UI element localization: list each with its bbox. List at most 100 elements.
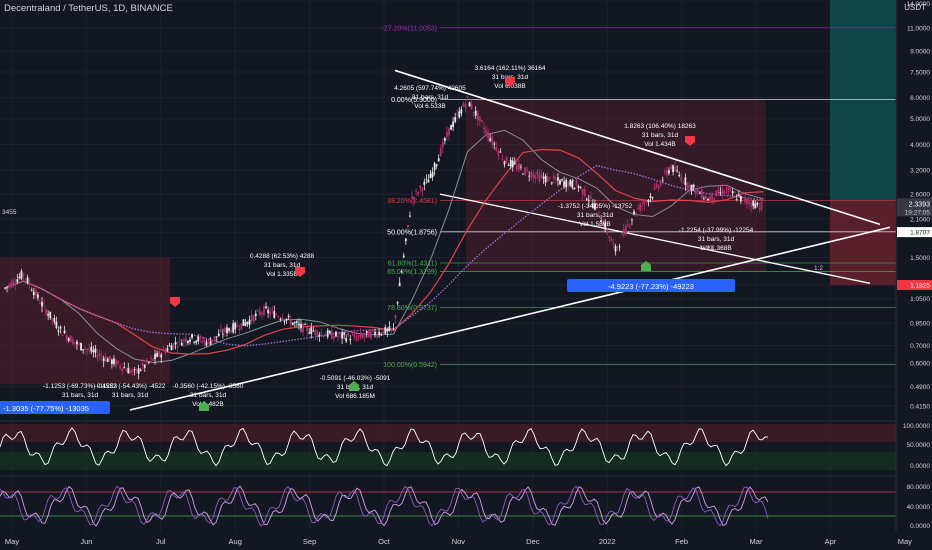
candle-body <box>581 188 584 195</box>
annotation-text: 3.6164 (162.11%) 36164 <box>474 65 545 72</box>
candle-body <box>53 318 56 322</box>
candle-body <box>184 338 187 343</box>
candle-body <box>199 336 202 339</box>
candle-body <box>4 287 6 289</box>
candle-body <box>281 317 284 321</box>
candle-body <box>639 204 642 211</box>
candle-body <box>376 334 378 337</box>
candle-body <box>462 103 465 107</box>
candle-body <box>542 176 545 179</box>
candle-body <box>347 333 350 337</box>
candle-body <box>460 109 463 114</box>
candle-body <box>511 160 514 168</box>
price-axis-tick: 14.0000 <box>907 1 931 8</box>
time-axis-tick: Sep <box>303 537 316 546</box>
candle-body <box>265 306 267 308</box>
candle-body <box>497 150 500 155</box>
trendline-channel <box>439 193 871 284</box>
candle-body <box>332 336 335 339</box>
candle-body <box>585 198 588 200</box>
candle-body <box>258 311 261 315</box>
candle-body <box>678 174 681 177</box>
candle-body <box>47 313 50 316</box>
candle-body <box>600 220 603 222</box>
candle-body <box>419 185 422 189</box>
oscillator-1-line <box>0 427 769 467</box>
candle-body <box>561 179 563 181</box>
candle-body <box>415 190 418 192</box>
price-marker-box <box>897 227 932 238</box>
candle-body <box>454 117 457 122</box>
candle-body <box>195 340 198 343</box>
candle-body <box>554 179 557 181</box>
candle-body <box>32 291 35 296</box>
candle-body <box>298 323 300 326</box>
candle-body <box>655 183 658 187</box>
candle-body <box>754 203 757 209</box>
time-axis-tick: Aug <box>229 537 242 546</box>
price-axis-tick: 0.8500 <box>910 321 930 328</box>
candle-body <box>73 342 76 344</box>
candle-body <box>353 334 356 338</box>
candle-body <box>446 131 448 137</box>
candle-body <box>398 282 401 287</box>
candle-body <box>170 345 173 351</box>
candle-body <box>579 186 582 188</box>
candle-body <box>363 335 366 337</box>
candle-body <box>429 173 432 179</box>
candle-body <box>141 363 144 367</box>
price-axis-tick: 0.6000 <box>910 361 930 368</box>
candle-body <box>752 200 755 206</box>
candle-body <box>717 189 720 194</box>
osc1-axis-tick: 50.0000 <box>907 442 931 449</box>
candle-body <box>145 359 148 364</box>
candle-body <box>616 246 619 248</box>
candle-body <box>219 329 222 332</box>
candle-body <box>731 191 734 194</box>
candle-body <box>351 334 354 336</box>
candle-body <box>230 329 233 333</box>
candle-body <box>10 282 13 288</box>
candle-body <box>372 329 374 332</box>
price-marker-box <box>897 280 932 291</box>
candle-body <box>631 219 633 221</box>
countdown-text: 19:27:05 <box>905 209 931 216</box>
candle-body <box>123 367 126 369</box>
candle-body <box>591 203 594 208</box>
candle-body <box>643 199 646 204</box>
fib-level-label: -27.20%(11.0053) <box>381 25 437 32</box>
annotation-bars: 31 bars, 31d <box>412 94 449 101</box>
candle-body <box>61 334 64 337</box>
candle-body <box>394 315 397 319</box>
sell-marker-icon <box>685 136 695 146</box>
candle-body <box>594 203 596 210</box>
candle-body <box>43 303 45 305</box>
candle-body <box>520 166 522 168</box>
candle-body <box>242 319 245 326</box>
candle-body <box>355 336 358 341</box>
candle-body <box>71 339 74 345</box>
candle-body <box>618 246 621 248</box>
time-axis-tick: Dec <box>526 537 540 546</box>
candle-body <box>750 202 753 207</box>
candle-body <box>567 182 570 187</box>
price-axis-tick: 0.7000 <box>910 343 930 350</box>
candle-body <box>742 196 744 198</box>
trendline-resistance <box>394 69 881 226</box>
candle-body <box>702 198 705 200</box>
candle-body <box>598 215 600 217</box>
moving-average-fast <box>4 129 764 364</box>
candle-body <box>211 340 214 342</box>
candle-body <box>522 173 524 175</box>
candle-body <box>517 163 520 170</box>
osc1-axis-tick: 0.0000 <box>910 463 930 470</box>
candle-body <box>489 138 492 141</box>
fib-level-label: 50.00%(1.8756) <box>387 229 437 236</box>
candle-body <box>682 182 685 184</box>
candle-body <box>659 181 662 186</box>
candle-body <box>30 290 33 291</box>
candle-body <box>548 176 551 178</box>
candle-body <box>583 188 586 197</box>
candle-body <box>310 327 313 334</box>
candle-body <box>409 215 411 217</box>
